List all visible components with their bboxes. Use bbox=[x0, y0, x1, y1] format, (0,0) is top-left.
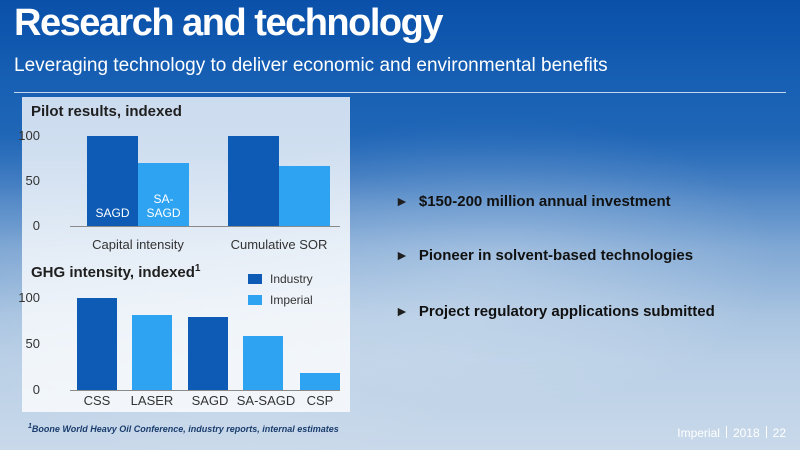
y-tick-label: 0 bbox=[32, 382, 40, 397]
bar bbox=[228, 136, 279, 226]
slide-footer: Imperial 2018 22 bbox=[677, 426, 786, 440]
bar-label: SAGD bbox=[95, 206, 130, 220]
footer-separator bbox=[725, 426, 727, 438]
x-category-label: SAGD bbox=[191, 393, 229, 408]
bullet-applications: ► Project regulatory applications submitt… bbox=[395, 303, 715, 320]
x-axis-baseline bbox=[70, 390, 340, 391]
pilot-chart-title: Pilot results, indexed bbox=[31, 103, 182, 120]
bullet-text: $150-200 million annual investment bbox=[418, 193, 671, 210]
bar bbox=[279, 165, 330, 226]
bullet-text: Project regulatory applications submitte… bbox=[418, 303, 715, 320]
bar bbox=[87, 136, 138, 226]
y-tick-label: 50 bbox=[25, 336, 40, 351]
y-tick-label: 50 bbox=[25, 173, 40, 188]
x-axis-baseline bbox=[70, 226, 340, 227]
x-category-label: LASER bbox=[130, 393, 174, 408]
charts-panel bbox=[22, 97, 350, 412]
bullet-pioneer: ► Pioneer in solvent-based technologies bbox=[395, 247, 693, 264]
footer-company: Imperial bbox=[677, 426, 720, 440]
bar bbox=[138, 163, 189, 226]
legend-label-imperial: Imperial bbox=[270, 293, 313, 307]
bar-label: SA- SAGD bbox=[146, 192, 181, 220]
ghg-chart-title-text: GHG intensity, indexed bbox=[31, 264, 195, 281]
footer-year: 2018 bbox=[732, 426, 760, 440]
y-tick-label: 100 bbox=[18, 128, 40, 143]
footnote-text: Boone World Heavy Oil Conference, indust… bbox=[31, 424, 339, 434]
page-title: Research and technology bbox=[14, 2, 443, 44]
bar bbox=[243, 335, 283, 390]
bar bbox=[132, 314, 172, 390]
arrow-icon: ► bbox=[395, 247, 409, 263]
arrow-icon: ► bbox=[395, 303, 409, 319]
title-divider bbox=[14, 92, 786, 93]
page-number: 22 bbox=[772, 426, 786, 440]
ghg-chart-title-footnote-marker: 1 bbox=[194, 263, 201, 274]
page-subtitle: Leveraging technology to deliver economi… bbox=[14, 55, 608, 76]
bullet-text: Pioneer in solvent-based technologies bbox=[418, 247, 694, 264]
arrow-icon: ► bbox=[395, 193, 409, 209]
x-category-label: Cumulative SOR bbox=[230, 237, 328, 252]
bullet-investment: ► $150-200 million annual investment bbox=[395, 193, 671, 210]
y-tick-label: 0 bbox=[32, 218, 40, 233]
y-tick-label: 100 bbox=[18, 290, 40, 305]
footer-separator bbox=[765, 426, 767, 438]
legend-swatch-industry bbox=[248, 274, 262, 284]
ghg-chart-title: GHG intensity, indexed1 bbox=[31, 263, 200, 281]
bar bbox=[188, 317, 228, 390]
x-category-label: SA-SAGD bbox=[236, 393, 296, 408]
bar bbox=[300, 373, 340, 390]
x-category-label: Capital intensity bbox=[92, 237, 184, 252]
x-category-label: CSP bbox=[306, 393, 334, 408]
bar bbox=[77, 298, 117, 390]
footnote-marker: 1 bbox=[28, 423, 32, 430]
legend-label-industry: Industry bbox=[270, 272, 313, 286]
x-category-label: CSS bbox=[83, 393, 111, 408]
footnote: 1Boone World Heavy Oil Conference, indus… bbox=[28, 423, 339, 434]
legend-swatch-imperial bbox=[248, 295, 262, 305]
